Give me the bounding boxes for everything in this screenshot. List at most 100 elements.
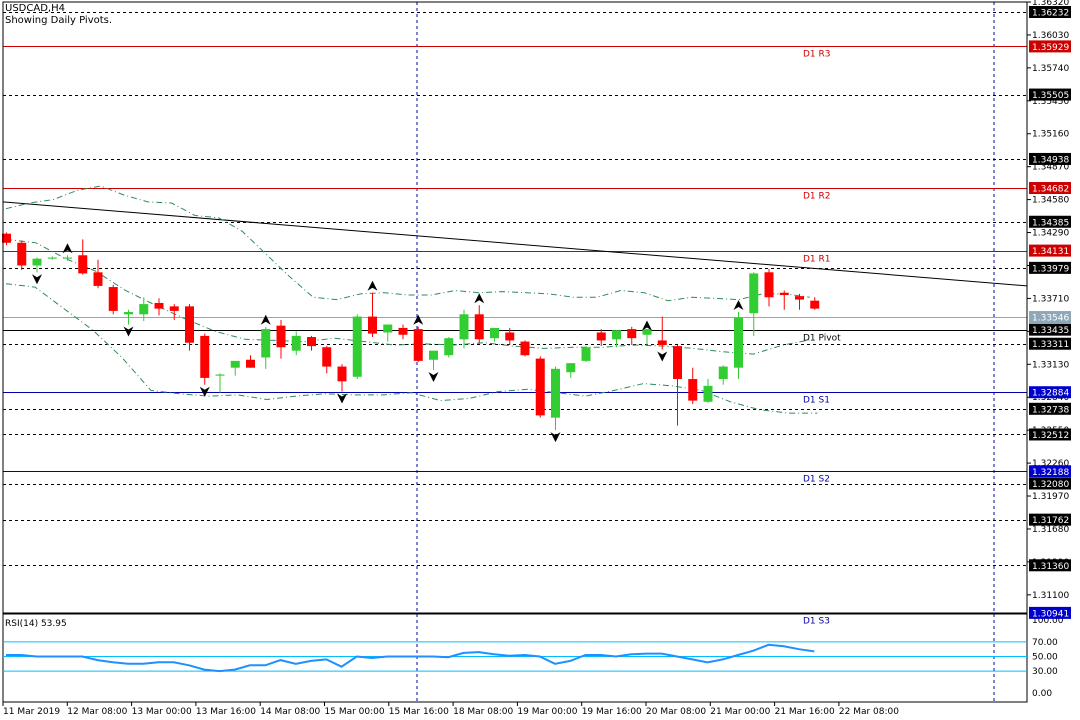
candle (154, 298, 164, 316)
candle (124, 309, 133, 325)
pivot-price-box (1029, 182, 1071, 195)
candle (200, 333, 210, 385)
price-axis: 1.36320 1.36030 1.35740 1.35450 1.35160 1.348… (1027, 0, 1071, 619)
pivot-label: D1 S2 (803, 475, 830, 485)
candle-body (337, 366, 347, 382)
time-tick-label: 13 Mar 16:00 (196, 707, 256, 717)
candle-body (154, 302, 164, 309)
level-price-box-label: 1.31360 (1032, 562, 1069, 572)
candle-body (429, 350, 438, 360)
rsi-tick-label: 50.00 (1032, 653, 1058, 663)
fractal-down-icon (550, 432, 561, 443)
candle (520, 340, 530, 357)
candle-body (474, 314, 484, 340)
fractal-up-icon (474, 293, 485, 304)
candle (703, 379, 713, 403)
fractal-up-icon (733, 300, 744, 311)
candle (627, 326, 637, 345)
candle-body (459, 314, 469, 340)
candle (261, 326, 271, 369)
time-axis: 11 Mar 2019 12 Mar 08:00 13 Mar 00:00 13 Ma… (2, 702, 899, 717)
candle (795, 293, 804, 310)
candle (657, 316, 667, 350)
candle (276, 319, 286, 359)
rsi-tick-label: 30.00 (1032, 667, 1058, 677)
pivot-price-box (1029, 323, 1071, 336)
candle (108, 284, 118, 315)
candle (337, 364, 347, 392)
candle (215, 373, 225, 393)
pivot-price-box (1029, 606, 1071, 619)
pivot-label: D1 S1 (803, 396, 830, 406)
candle (169, 304, 179, 320)
rsi-line (6, 643, 815, 673)
price-tick-label: 1.36320 (1032, 0, 1069, 8)
candle-body (688, 379, 698, 401)
candle (352, 314, 362, 380)
candle-body (352, 316, 362, 377)
time-tick-label: 19 Mar 16:00 (582, 707, 642, 717)
level-price-box-label: 1.33979 (1032, 264, 1069, 274)
main-frame (2, 1, 1028, 614)
candle (474, 305, 484, 344)
candle-body (169, 306, 179, 311)
time-tick-label: 18 Mar 08:00 (453, 707, 513, 717)
fractal-up-icon (260, 314, 271, 325)
candle-body (642, 329, 652, 335)
level-price-box-label: 1.32738 (1032, 405, 1069, 415)
candle-body (398, 327, 408, 335)
current-price-box-label: 1.33546 (1032, 314, 1069, 324)
candle (673, 344, 682, 426)
candle (368, 292, 377, 338)
chart-subtitle: Showing Daily Pivots. (5, 15, 113, 26)
price-tick-label: 1.31100 (1032, 591, 1069, 601)
time-tick-label: 20 Mar 08:00 (646, 707, 706, 717)
candle-body (246, 359, 255, 368)
level-price-box-label: 1.33311 (1032, 340, 1069, 350)
fractal-down-icon (32, 274, 42, 285)
time-tick-label: 14 Mar 08:00 (260, 707, 320, 717)
level-price-box-label: 1.35505 (1032, 91, 1069, 101)
candle (246, 355, 255, 368)
candle-body (32, 258, 42, 266)
candle-body (261, 329, 271, 358)
fractal-down-icon (337, 393, 347, 404)
pivot-price-box (1029, 244, 1071, 257)
price-tick-label: 1.31970 (1032, 492, 1069, 502)
trend-line (2, 201, 1028, 287)
candle-body (551, 368, 560, 418)
candle (291, 331, 301, 356)
candle-body (108, 287, 118, 311)
candle (505, 327, 515, 345)
candle-body (779, 292, 789, 296)
fractal-up-icon (642, 320, 652, 331)
candle (429, 350, 438, 370)
pivot-label: D1 R2 (803, 192, 831, 202)
candle-body (185, 306, 194, 343)
envelope-lines (5, 185, 818, 414)
candle-body (124, 312, 133, 315)
candle (490, 327, 499, 342)
pivot-price-box (1029, 465, 1071, 478)
candle (398, 324, 408, 340)
level-price-box (1029, 559, 1071, 572)
candle-body (749, 273, 759, 314)
price-tick-label: 1.34870 (1032, 163, 1069, 173)
candle (413, 326, 423, 363)
candle-body (703, 385, 713, 402)
candle-body (307, 337, 316, 347)
candle-body (810, 300, 820, 309)
candle (596, 329, 606, 347)
pivot-label: D1 Pivot (803, 334, 841, 344)
pivot-price-box (1029, 386, 1071, 399)
candle-body (612, 330, 621, 340)
candle-body (276, 325, 286, 348)
envelope-line (5, 283, 818, 414)
candle (612, 330, 621, 348)
price-tick-label: 1.35450 (1032, 97, 1069, 107)
level-price-box (1029, 402, 1071, 415)
time-tick-label: 19 Mar 00:00 (517, 707, 577, 717)
price-tick-label: 1.34290 (1032, 229, 1069, 239)
candle (78, 239, 88, 275)
